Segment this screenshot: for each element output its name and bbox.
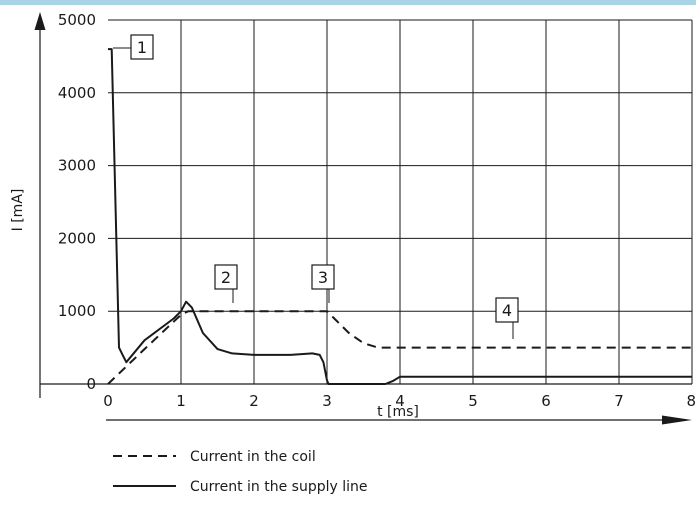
y-tick-label: 0	[86, 375, 96, 393]
x-axis-label: t [ms]	[377, 404, 419, 420]
chart-series	[107, 48, 692, 385]
callout-box-4	[495, 297, 519, 323]
chart-ticks: 0 1 2 3 4 5 6 7 8 0 1000 2000 3000 4000 5000	[58, 11, 696, 410]
y-tick-label: 4000	[58, 84, 96, 102]
series-line-2	[108, 48, 692, 385]
series-line-1	[107, 310, 692, 385]
chart-legend: Current in the coil Current in the supply…	[113, 449, 368, 495]
callout-label-2: 2	[221, 268, 231, 287]
chart-grid	[108, 19, 693, 384]
x-tick-label: 0	[103, 392, 113, 410]
x-tick-label: 4	[395, 392, 405, 410]
x-tick-label: 6	[541, 392, 551, 410]
x-tick-label: 1	[176, 392, 186, 410]
chart-callouts: 1 2 3 4	[113, 34, 519, 339]
x-axis-arrow	[662, 415, 692, 425]
y-axis-label: I [mA]	[10, 189, 26, 232]
top-accent-bar	[0, 0, 696, 5]
chart-axes	[34, 12, 692, 425]
y-tick-label: 3000	[58, 157, 96, 175]
callout-label-4: 4	[502, 301, 512, 320]
y-tick-label: 1000	[58, 302, 96, 320]
y-tick-label: 2000	[58, 229, 96, 247]
legend-label-2: Current in the supply line	[190, 479, 368, 495]
x-tick-label: 5	[468, 392, 478, 410]
legend-label-1: Current in the coil	[190, 449, 316, 465]
y-axis-arrow	[34, 12, 46, 30]
x-tick-label: 2	[249, 392, 259, 410]
callout-box-3	[311, 264, 335, 290]
y-tick-label: 5000	[58, 11, 96, 29]
x-tick-label: 7	[614, 392, 624, 410]
callout-label-1: 1	[137, 38, 147, 57]
x-tick-label: 3	[322, 392, 332, 410]
callout-label-3: 3	[318, 268, 328, 287]
x-tick-label: 8	[686, 392, 696, 410]
callout-box-1	[130, 34, 154, 60]
callout-box-2	[214, 264, 238, 290]
